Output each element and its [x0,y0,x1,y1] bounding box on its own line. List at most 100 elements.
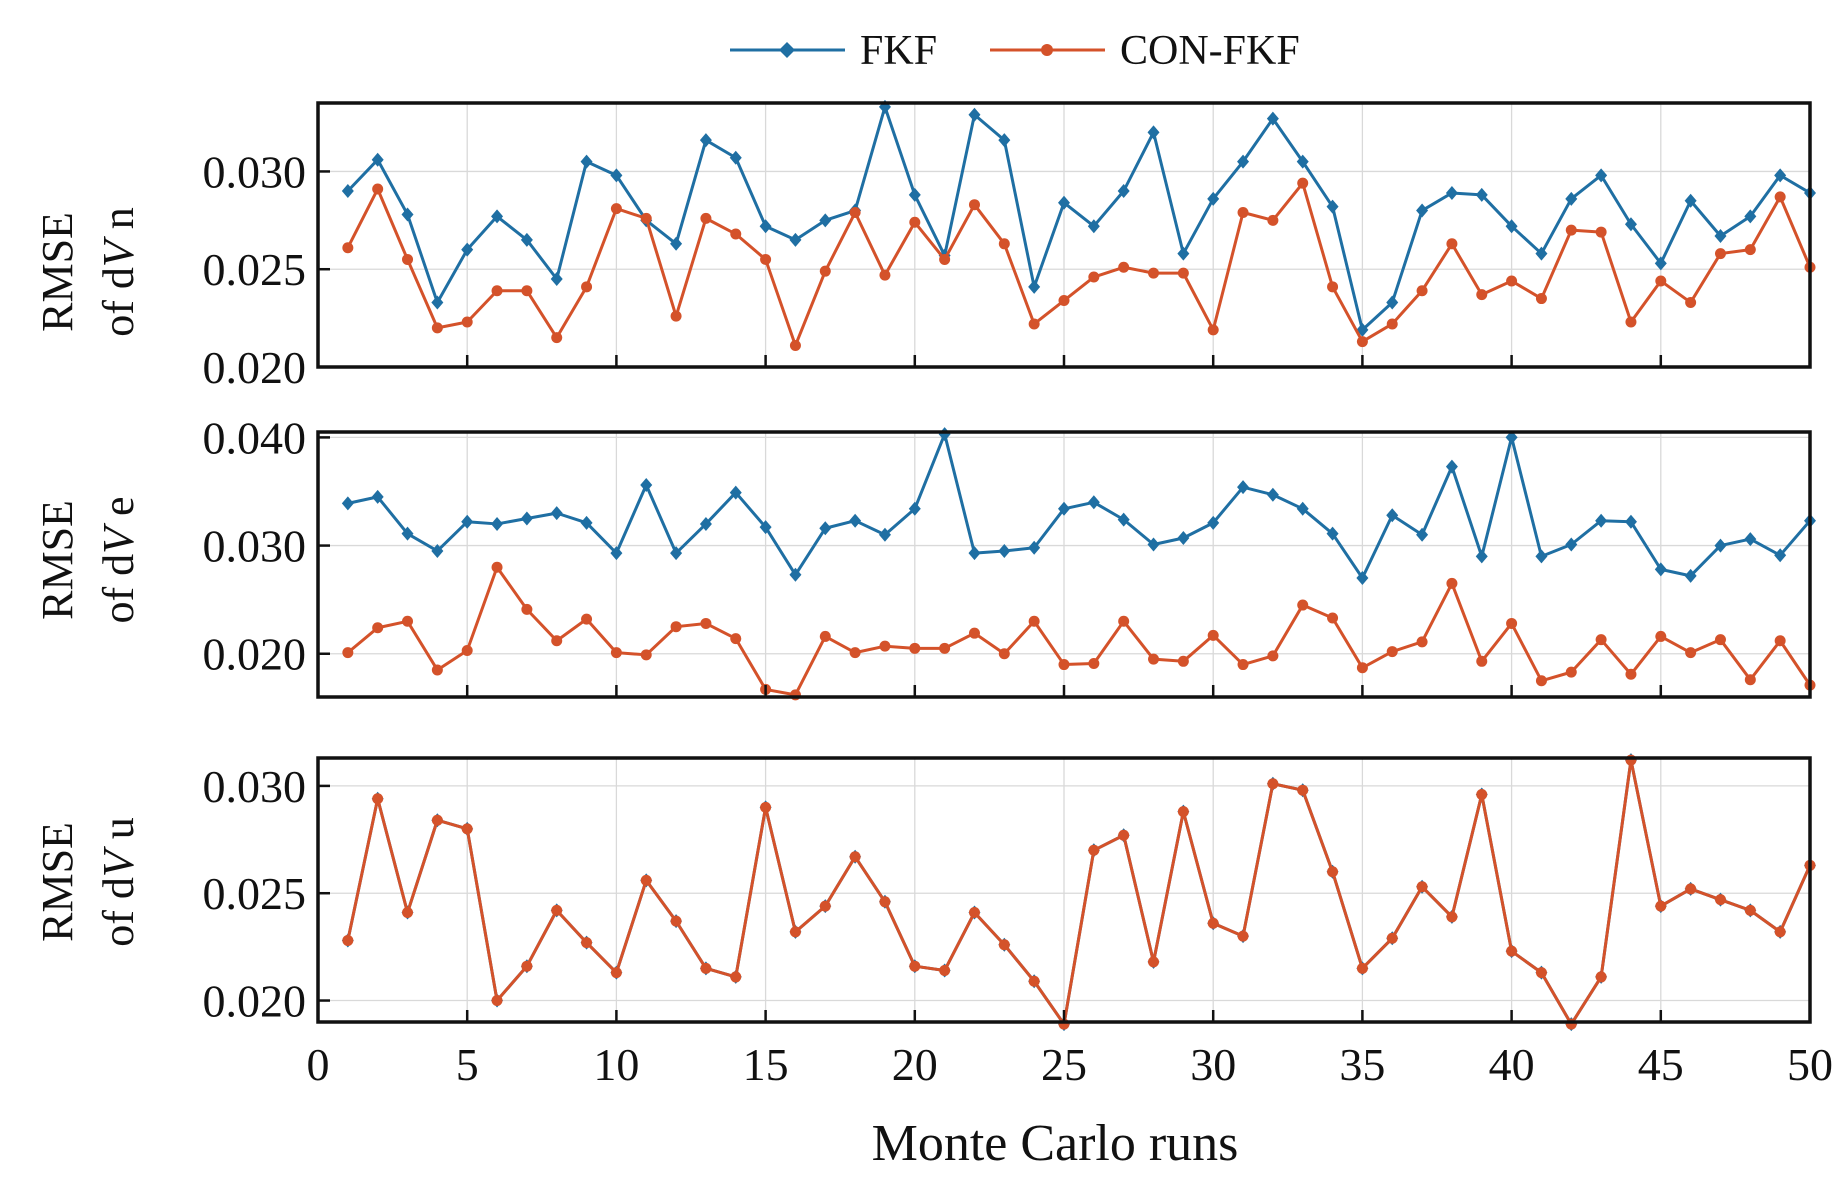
panel-dve-con-fkf-point [1327,612,1339,624]
panel-dvn-con-fkf-point [1655,275,1667,287]
panel-dvn-con-fkf-point [431,322,443,334]
panel-dve-fkf-point [520,511,533,526]
panel-dvn-fkf-point [1177,246,1190,261]
panel-dve-con-fkf-point [1416,636,1428,648]
panel-dve-fkf-point [998,543,1011,558]
panel-dvn-ylabel-prefix: of d [94,267,143,337]
panel-dve-con-fkf-point [1028,615,1040,627]
panel-dve-fkf-point [1505,430,1518,445]
panel-dvu-line-fkf [346,758,1812,1026]
panel-dvu-con-fkf-point [402,907,414,919]
panel-dvn-con-fkf-point [730,228,742,240]
panel-dvn-fkf-point [908,187,921,202]
panel-dvn-ylabel-line1: RMSE [33,212,82,332]
panel-dvu-con-fkf-point [1416,881,1428,893]
panel-dvn-fkf-point [1058,195,1070,210]
panel-dvu-con-fkf-point [1237,930,1249,942]
panel-dvu-con-fkf-point [819,900,831,912]
panel-dve-con-fkf-point [402,615,414,627]
panel-dvn-fkf-point [491,209,504,224]
panel-dvn-con-fkf-point [1237,207,1249,219]
panel-dve-fkf-point [401,526,414,541]
panel-dvu-ytick-label: 0.020 [203,976,307,1027]
panel-dve-ylabel-prefix: of d [94,554,143,624]
panel-dve-fkf-point [759,520,772,535]
x-axis-title: Monte Carlo runs [872,1115,1239,1172]
panel-dvn-con-fkf-point [640,212,652,224]
x-tick-label: 50 [1787,1039,1833,1090]
x-tick-label: 0 [307,1039,330,1090]
panel-dve-con-fkf-point [1506,617,1518,629]
panel-dvn-fkf-point [1654,256,1667,271]
panel-dve-con-fkf-point [819,630,831,642]
panel-dvn-con-fkf-point [1177,267,1189,279]
panel-dvn-con-fkf-point [909,216,921,228]
panel-dvn-fkf-point [1087,219,1100,234]
panel-dve-fkf-point [699,516,712,531]
panel-dvu-grid [318,758,1810,1022]
panel-dve-fkf-point [1028,540,1041,555]
panel-dve-con-fkf-point [1535,675,1547,687]
panel-dvn-fkf-point [1744,209,1757,224]
panel-dvn-line-con-fkf [346,181,1812,347]
panel-dvu-ylabel-italic: V [94,845,143,877]
panel-dvn-con-fkf-point [700,212,712,224]
panel-dvu-con-fkf-point [1327,866,1339,878]
panel-dvu-con-fkf-point [1297,784,1309,796]
panel-dve-fkf-point [1087,495,1100,510]
panel-dvn-con-fkf-point [849,207,861,219]
x-tick-label: 40 [1489,1039,1535,1090]
panel-dve-fkf-point [968,546,981,561]
panel-dve-con-fkf-point [700,617,712,629]
panel-dvn-con-fkf-point [1058,295,1070,307]
panel-dvn-series-fkf [341,99,1816,337]
panel-dvn-con-fkf-point [670,310,682,322]
panel-dvn-fkf-point [1475,187,1488,202]
panel-dve-fkf-point [640,478,653,492]
panel-dve-fkf-point [1356,571,1369,586]
panel-dve-fkf-point [1117,512,1130,527]
panel-dvu-con-fkf-point [1655,900,1667,912]
panel-dvu-con-fkf-point [700,962,712,974]
panel-dvu-ytick-label: 0.025 [203,868,307,919]
panel-dve-fkf-point [1237,480,1250,495]
x-tick-label: 10 [593,1039,639,1090]
panel-dvn-fkf-point [729,150,742,165]
panel-dvn-fkf-point [1207,191,1220,206]
panel-dvn-fkf-point [1714,228,1727,243]
panel-dve-fkf-point [1416,527,1429,542]
panel-dve-con-fkf-point [1744,674,1756,686]
panel-dvu-line-con-fkf [346,758,1812,1026]
panel-dve-con-fkf-point [491,561,503,573]
x-tick-label: 35 [1339,1039,1385,1090]
panel-dve-fkf-point [938,427,951,442]
panel-dvu: RMSE of dV u 0.020 0.025 0.030 0 5 10 15 20 25 30… [33,753,1833,1090]
panel-dvn-fkf-point [1028,279,1041,294]
panel-dve-ylabel-italic: V [94,522,143,554]
panel-dve-fkf-point [1058,501,1070,516]
panel-dvu-con-fkf-point [879,896,891,908]
panel-dve-con-fkf-point [879,640,891,652]
panel-dve-ylabel-line1: RMSE [33,500,82,620]
panel-dvu-con-fkf-point [581,937,593,949]
panel-dvu-con-fkf-point [1476,788,1488,800]
panel-dvn-fkf-point [1296,154,1309,169]
panel-dvn-con-fkf-point [879,269,891,281]
panel-dve-fkf-point [1445,459,1458,474]
panel-dvn-fkf-point [1326,199,1339,214]
panel-dve-fkf-point [1684,568,1697,583]
panel-dvn-fkf-point [1445,185,1458,200]
panel-dvu-con-fkf-point [1386,932,1398,944]
panel-dve-con-fkf-point [1177,655,1189,667]
panel-dvn-con-fkf-point [521,285,533,297]
panel-dve-fkf-point [1177,531,1190,545]
panel-dve-con-fkf-point [1774,635,1786,647]
panel-dvu-con-fkf-point [640,874,652,886]
panel-dvn-fkf-point [789,232,802,247]
panel-dve-fkf-point [341,496,354,511]
panel-dve-fkf-point [849,513,862,528]
panel-dve-fkf-point [1147,537,1160,552]
panel-dve-con-fkf-point [1685,647,1697,659]
panel-dve-fkf-point [371,489,384,504]
panel-dvu-con-fkf-point [760,801,772,813]
